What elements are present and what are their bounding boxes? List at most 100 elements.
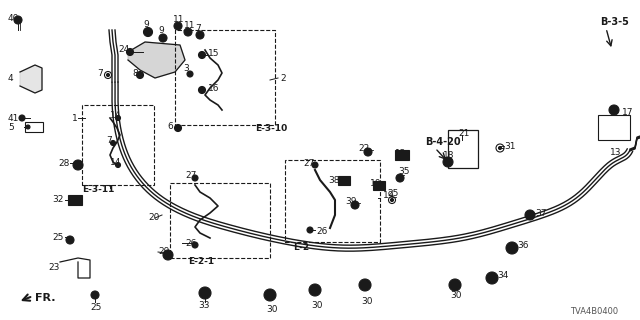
Circle shape: [192, 242, 198, 248]
Text: 1: 1: [72, 114, 77, 123]
Circle shape: [174, 22, 182, 30]
Text: 26: 26: [185, 238, 196, 247]
Circle shape: [163, 250, 173, 260]
Text: 4: 4: [8, 74, 13, 83]
Circle shape: [14, 16, 22, 24]
Text: 35: 35: [398, 166, 410, 175]
Circle shape: [111, 140, 115, 146]
Text: 25: 25: [387, 188, 398, 197]
Circle shape: [91, 291, 99, 299]
Bar: [68, 195, 82, 205]
Circle shape: [192, 175, 198, 181]
Text: E-2-1: E-2-1: [188, 258, 214, 267]
Text: 23: 23: [48, 263, 60, 273]
Text: B-3-5: B-3-5: [600, 17, 629, 27]
Text: 30: 30: [361, 297, 372, 306]
Text: 41: 41: [8, 114, 19, 123]
Text: 40: 40: [8, 13, 19, 22]
Circle shape: [184, 28, 192, 36]
Text: 38: 38: [328, 175, 339, 185]
Text: 14: 14: [110, 157, 122, 166]
Text: 28: 28: [58, 158, 69, 167]
Circle shape: [506, 242, 518, 254]
Text: 9: 9: [143, 20, 148, 28]
Text: TVA4B0400: TVA4B0400: [570, 308, 618, 316]
Circle shape: [309, 284, 321, 296]
Circle shape: [115, 116, 120, 121]
Text: 8: 8: [132, 68, 138, 77]
Text: 10: 10: [370, 179, 381, 188]
Text: 31: 31: [504, 141, 515, 150]
Circle shape: [199, 287, 211, 299]
Circle shape: [106, 74, 109, 76]
Text: 13: 13: [610, 148, 621, 156]
Circle shape: [312, 162, 318, 168]
Circle shape: [159, 34, 167, 42]
Circle shape: [525, 210, 535, 220]
Circle shape: [26, 125, 30, 129]
Circle shape: [307, 227, 313, 233]
Circle shape: [115, 163, 120, 167]
Text: 6: 6: [167, 122, 173, 131]
Text: 7: 7: [106, 135, 112, 145]
Polygon shape: [20, 65, 42, 93]
Text: E-2: E-2: [293, 243, 309, 252]
Text: 11: 11: [173, 14, 184, 23]
Circle shape: [609, 105, 619, 115]
Text: 17: 17: [622, 108, 634, 116]
Circle shape: [390, 198, 394, 202]
Bar: [395, 150, 409, 160]
Circle shape: [364, 148, 372, 156]
Text: 14: 14: [110, 110, 122, 119]
Text: 21: 21: [458, 129, 469, 138]
Bar: [175, 30, 275, 125]
Circle shape: [443, 157, 453, 167]
Text: 7: 7: [195, 23, 201, 33]
Circle shape: [187, 71, 193, 77]
Circle shape: [136, 71, 143, 78]
Circle shape: [175, 124, 182, 132]
Text: 32: 32: [52, 196, 63, 204]
Text: 18: 18: [443, 150, 454, 159]
Bar: [448, 130, 478, 168]
Circle shape: [449, 279, 461, 291]
Text: 20: 20: [148, 213, 159, 222]
Circle shape: [19, 115, 25, 121]
Text: 9: 9: [158, 26, 164, 35]
Bar: [373, 181, 385, 190]
Circle shape: [499, 147, 502, 149]
Text: 25: 25: [52, 234, 63, 243]
Text: 25: 25: [90, 303, 101, 313]
Text: 19: 19: [383, 190, 394, 199]
Text: 26: 26: [316, 228, 328, 236]
Text: 27: 27: [185, 171, 196, 180]
Circle shape: [198, 52, 205, 59]
Text: 27: 27: [303, 158, 314, 167]
Circle shape: [359, 279, 371, 291]
Circle shape: [143, 28, 152, 36]
Bar: [25, 122, 43, 132]
Text: 15: 15: [208, 49, 220, 58]
Text: 30: 30: [311, 301, 323, 310]
Text: 30: 30: [450, 291, 461, 300]
Text: 7: 7: [97, 68, 103, 77]
Text: 33: 33: [198, 300, 209, 309]
Polygon shape: [128, 42, 185, 78]
Circle shape: [127, 49, 134, 55]
Text: E-3-10: E-3-10: [255, 124, 287, 132]
Text: E-3-11: E-3-11: [82, 185, 115, 194]
Text: 24: 24: [118, 44, 129, 53]
Text: 30: 30: [266, 305, 278, 314]
Circle shape: [198, 86, 205, 93]
Text: 12: 12: [395, 148, 406, 157]
Bar: [170, 183, 270, 258]
Bar: [598, 115, 630, 140]
Text: 2: 2: [280, 74, 285, 83]
Text: 11: 11: [184, 20, 195, 29]
Bar: [338, 176, 350, 185]
Circle shape: [66, 236, 74, 244]
Bar: [285, 160, 380, 242]
Text: 34: 34: [497, 271, 508, 281]
Text: 36: 36: [517, 242, 529, 251]
Text: 22: 22: [358, 143, 369, 153]
